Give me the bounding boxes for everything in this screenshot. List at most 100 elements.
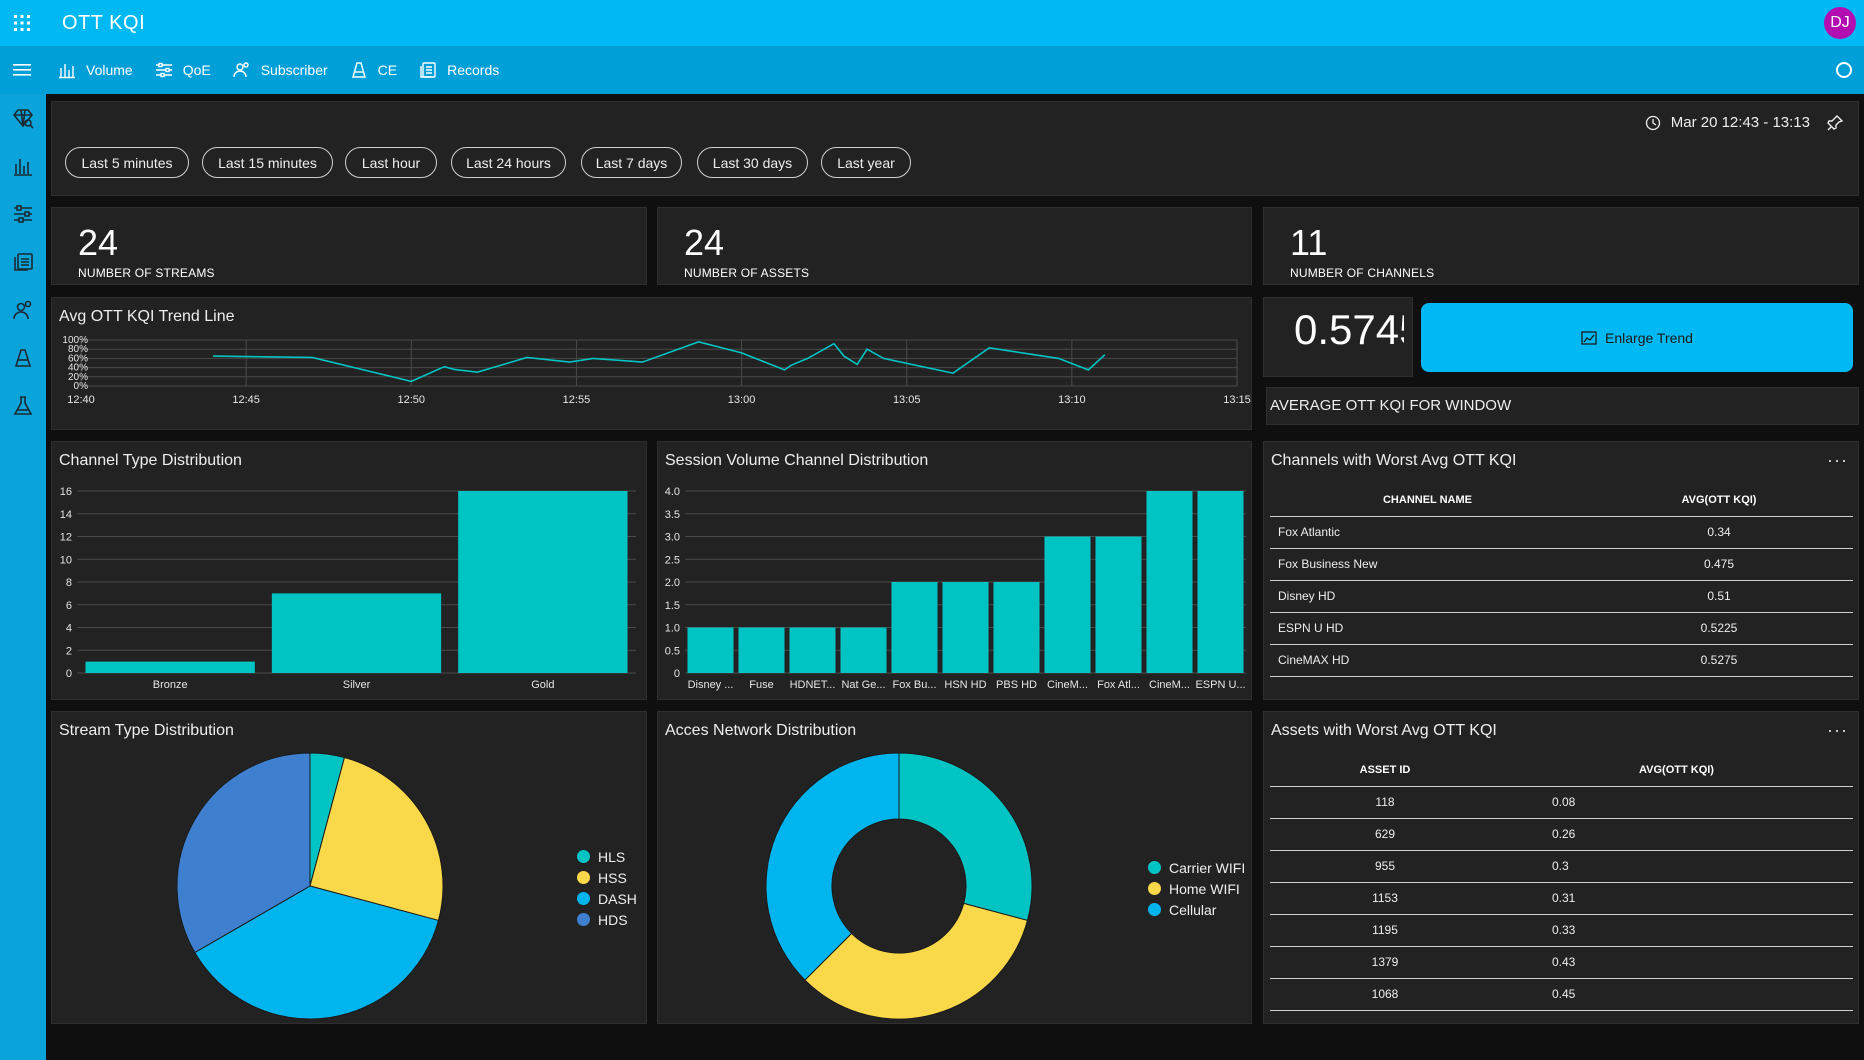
app-title: OTT KQI — [62, 11, 146, 34]
chip-last-30-days[interactable]: Last 30 days — [697, 147, 808, 178]
x-tick-label: Fuse — [749, 679, 773, 691]
chip-last-5-minutes[interactable]: Last 5 minutes — [65, 147, 189, 178]
col-channel-name[interactable]: CHANNEL NAME — [1270, 484, 1585, 517]
bar — [789, 627, 836, 673]
x-tick-label: PBS HD — [996, 679, 1037, 691]
avatar[interactable]: DJ — [1824, 7, 1856, 39]
legend-item-hss[interactable]: HSS — [577, 867, 637, 888]
access-network-title: Acces Network Distribution — [665, 722, 857, 739]
col-avg-kqi[interactable]: AVG(OTT KQI) — [1500, 754, 1853, 787]
nav-item-ce[interactable]: CE — [350, 46, 397, 94]
table-row[interactable]: ESPN U HD 0.5225 — [1270, 612, 1853, 645]
col-avg-kqi[interactable]: AVG(OTT KQI) — [1585, 484, 1853, 517]
legend-item-cellular[interactable]: Cellular — [1148, 899, 1245, 920]
pin-icon[interactable] — [1826, 114, 1844, 132]
nav-item-qoe[interactable]: QoE — [155, 46, 211, 94]
x-tick-label: 13:00 — [728, 394, 756, 406]
table-row[interactable]: 1153 0.31 — [1270, 882, 1853, 915]
access-network-panel: Acces Network Distribution Carrier WIFI … — [657, 711, 1252, 1024]
legend-dot — [577, 913, 590, 926]
sidebar-item-subscriber[interactable] — [0, 286, 46, 334]
asset-kqi: 0.08 — [1500, 786, 1853, 819]
sidebar-item-records[interactable] — [0, 238, 46, 286]
legend-item-carrier-wifi[interactable]: Carrier WIFI — [1148, 857, 1245, 878]
sidebar-item-ce[interactable] — [0, 334, 46, 382]
y-tick-label: 2.5 — [665, 554, 680, 566]
more-options-icon[interactable]: ··· — [1827, 450, 1848, 470]
more-options-icon[interactable]: ··· — [1827, 720, 1848, 740]
table-row[interactable]: Disney HD 0.51 — [1270, 580, 1853, 613]
stat-panel-streams: 24 NUMBER OF STREAMS — [51, 207, 647, 285]
legend-item-hls[interactable]: HLS — [577, 846, 637, 867]
enlarge-trend-button[interactable]: Enlarge Trend — [1421, 303, 1853, 372]
refresh-circle-icon[interactable] — [1836, 62, 1852, 78]
table-row[interactable]: 1068 0.45 — [1270, 978, 1853, 1011]
legend-label: HSS — [598, 869, 627, 886]
legend-item-dash[interactable]: DASH — [577, 888, 637, 909]
date-range[interactable]: Mar 20 12:43 - 13:13 — [1645, 114, 1810, 131]
chip-last-year[interactable]: Last year — [821, 147, 911, 178]
session-volume-title: Session Volume Channel Distribution — [665, 452, 929, 469]
hamburger-icon[interactable] — [0, 46, 44, 94]
sidebar-item-qoe[interactable] — [0, 190, 46, 238]
x-tick-label: 13:05 — [893, 394, 921, 406]
chip-last-24-hours[interactable]: Last 24 hours — [451, 147, 566, 178]
legend-item-hds[interactable]: HDS — [577, 909, 637, 930]
nav-item-records[interactable]: Records — [419, 46, 499, 94]
kqi-value: 0.5745 — [1294, 306, 1404, 353]
trend-title: Avg OTT KQI Trend Line — [59, 308, 235, 325]
assets-count: 24 — [684, 222, 725, 263]
bar — [993, 582, 1040, 673]
x-tick-label: Silver — [343, 679, 371, 691]
table-row[interactable]: 955 0.3 — [1270, 850, 1853, 883]
bar — [1044, 536, 1091, 673]
pie-slice — [309, 756, 444, 922]
table-row[interactable]: 1195 0.33 — [1270, 914, 1853, 947]
legend-item-home-wifi[interactable]: Home WIFI — [1148, 878, 1245, 899]
sidebar-item-volume[interactable] — [0, 142, 46, 190]
table-row[interactable]: 118 0.08 — [1270, 786, 1853, 819]
legend-dot — [577, 871, 590, 884]
asset-kqi: 0.31 — [1500, 882, 1853, 915]
asset-kqi: 0.26 — [1500, 818, 1853, 851]
table-row[interactable]: CineMAX HD 0.5275 — [1270, 644, 1853, 677]
stat-panel-assets: 24 NUMBER OF ASSETS — [657, 207, 1252, 285]
chip-last-7-days[interactable]: Last 7 days — [581, 147, 682, 178]
y-tick-label: 12 — [60, 532, 72, 544]
bar-chart-icon — [59, 64, 75, 79]
apps-grid-icon[interactable] — [0, 0, 44, 46]
nav-item-volume[interactable]: Volume — [58, 46, 133, 94]
table-row[interactable]: Fox Business New 0.475 — [1270, 548, 1853, 581]
asset-id: 1379 — [1270, 946, 1500, 979]
nav-item-subscriber[interactable]: Subscriber — [233, 46, 328, 94]
col-asset-id[interactable]: ASSET ID — [1270, 754, 1500, 787]
bar — [458, 491, 628, 673]
asset-kqi: 0.33 — [1500, 914, 1853, 947]
asset-kqi: 0.45 — [1500, 978, 1853, 1011]
table-row[interactable]: Fox Atlantic 0.34 — [1270, 516, 1853, 549]
y-tick-label: 1.5 — [665, 600, 680, 612]
table-row[interactable]: 629 0.26 — [1270, 818, 1853, 851]
channel-kqi: 0.5225 — [1585, 612, 1853, 645]
stream-type-panel: Stream Type Distribution HLS HSS DASH HD… — [51, 711, 647, 1024]
y-tick-label: 8 — [66, 577, 72, 589]
y-tick-label: 4.0 — [665, 486, 680, 498]
chip-last-15-minutes[interactable]: Last 15 minutes — [202, 147, 333, 178]
stat-panel-channels: 11 NUMBER OF CHANNELS — [1263, 207, 1859, 285]
ce-icon — [14, 349, 32, 367]
table-row[interactable]: 1379 0.43 — [1270, 946, 1853, 979]
nav-bar: Volume QoE Subscriber CE Records — [0, 46, 1864, 94]
sidebar — [0, 94, 46, 1060]
session-volume-chart: 0 0.5 1.0 1.5 2.0 2.5 3.0 3.5 4.0 Disney ... Fuse H… — [665, 486, 1246, 691]
chart-image-icon — [1581, 330, 1597, 345]
pie-slice — [194, 885, 440, 1020]
sidebar-item-overview[interactable] — [0, 94, 46, 142]
channel-name: Fox Atlantic — [1270, 516, 1585, 549]
legend-label: Cellular — [1169, 901, 1217, 918]
sidebar-item-lab[interactable] — [0, 382, 46, 430]
worst-assets-title: Assets with Worst Avg OTT KQI — [1271, 722, 1497, 739]
chip-last-hour[interactable]: Last hour — [345, 147, 437, 178]
legend-label: HLS — [598, 848, 626, 865]
y-tick-label: 14 — [60, 509, 72, 521]
x-tick-label: 12:55 — [563, 394, 591, 406]
